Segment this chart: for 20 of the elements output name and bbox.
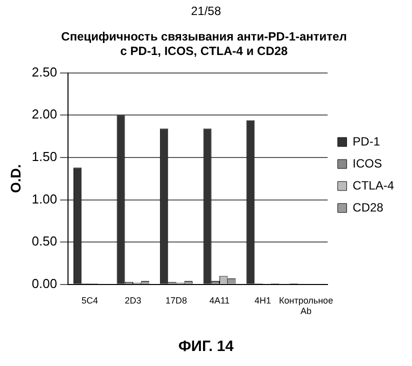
legend-label: CD28 xyxy=(352,200,384,214)
y-tick-label: 1.50 xyxy=(32,149,58,164)
x-tick-label: Контрольное Ab xyxy=(278,295,334,316)
y-axis-title: O.D. xyxy=(7,164,24,193)
chart-title: Специфичность связывания анти-PD-1-антител с PD-1, ICOS, CTLA-4 и CD28 xyxy=(61,30,347,58)
legend-label: PD-1 xyxy=(352,134,380,148)
y-tick-label: 0.50 xyxy=(32,234,58,249)
text: 21/58 xyxy=(190,4,222,18)
legend-label: CTLA-4 xyxy=(352,178,394,192)
y-tick-label: 1.00 xyxy=(32,191,58,206)
legend-label: ICOS xyxy=(352,156,382,170)
y-tick-label: 2.00 xyxy=(32,106,58,122)
x-tick-label: 5C4 xyxy=(81,295,98,306)
y-tick-label: 0.00 xyxy=(32,276,58,291)
x-tick-label: 4H1 xyxy=(254,295,272,306)
x-tick-label: 2D3 xyxy=(124,295,142,306)
x-tick-label: 4A11 xyxy=(209,295,230,306)
x-tick-label: 17D8 xyxy=(165,295,188,306)
text: ФИГ. 14 xyxy=(177,338,235,355)
y-tick-label: 2.50 xyxy=(32,64,58,80)
